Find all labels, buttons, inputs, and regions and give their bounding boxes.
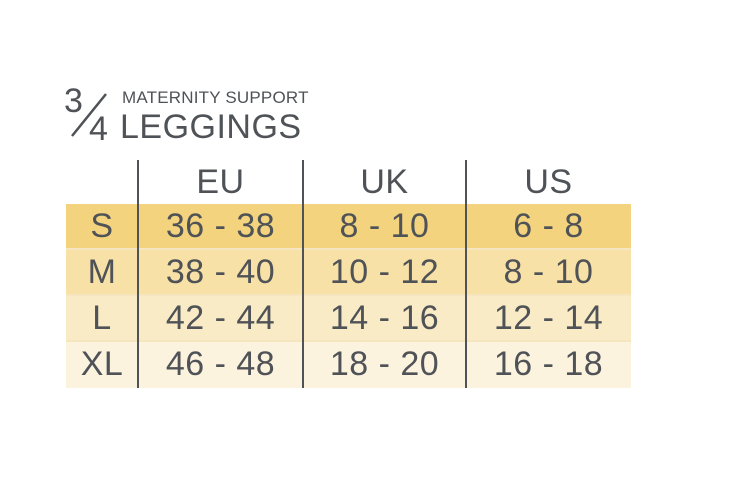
row-divider	[66, 340, 631, 342]
product-title: 3 4 MATERNITY SUPPORT LEGGINGS	[62, 82, 362, 148]
uk-cell: 10 - 12	[329, 252, 440, 291]
size-chart-table: EU UK US S 36 - 38 8 - 10 6 - 8 M 38 - 4…	[66, 160, 631, 388]
table-row: M 38 - 40 10 - 12 8 - 10	[66, 249, 631, 295]
eu-cell: 36 - 38	[165, 207, 276, 245]
fraction-denominator: 4	[89, 110, 108, 148]
us-cell: 16 - 18	[493, 345, 604, 383]
size-cell: M	[87, 252, 117, 291]
table-row: XL 46 - 48 18 - 20 16 - 18	[66, 341, 631, 388]
size-cell: L	[92, 298, 112, 337]
row-divider	[66, 248, 631, 250]
table-row: L 42 - 44 14 - 16 12 - 14	[66, 295, 631, 341]
eu-cell: 42 - 44	[165, 298, 276, 337]
fraction-numerator: 3	[64, 82, 83, 120]
header-cell-us: US	[524, 162, 573, 201]
table-header-row: EU UK US	[66, 160, 631, 204]
eu-cell: 38 - 40	[165, 252, 276, 291]
fraction-slash-icon	[71, 93, 107, 137]
uk-cell: 8 - 10	[339, 207, 430, 245]
header-cell-empty	[66, 160, 138, 204]
header-cell-eu: EU	[196, 162, 245, 201]
row-divider	[66, 294, 631, 296]
three-quarter-fraction: 3 4	[62, 82, 120, 148]
product-name: LEGGINGS	[120, 108, 302, 146]
uk-cell: 18 - 20	[329, 345, 440, 383]
us-cell: 12 - 14	[493, 298, 604, 337]
uk-cell: 14 - 16	[329, 298, 440, 337]
us-cell: 6 - 8	[513, 207, 584, 245]
product-subtitle: MATERNITY SUPPORT	[122, 88, 309, 107]
eu-cell: 46 - 48	[165, 345, 276, 383]
size-cell: XL	[80, 345, 124, 383]
us-cell: 8 - 10	[503, 252, 594, 291]
header-cell-uk: UK	[360, 162, 409, 201]
column-divider	[465, 160, 467, 388]
column-divider	[137, 160, 139, 388]
table-row: S 36 - 38 8 - 10 6 - 8	[66, 204, 631, 249]
column-divider	[302, 160, 304, 388]
size-cell: S	[90, 207, 114, 245]
